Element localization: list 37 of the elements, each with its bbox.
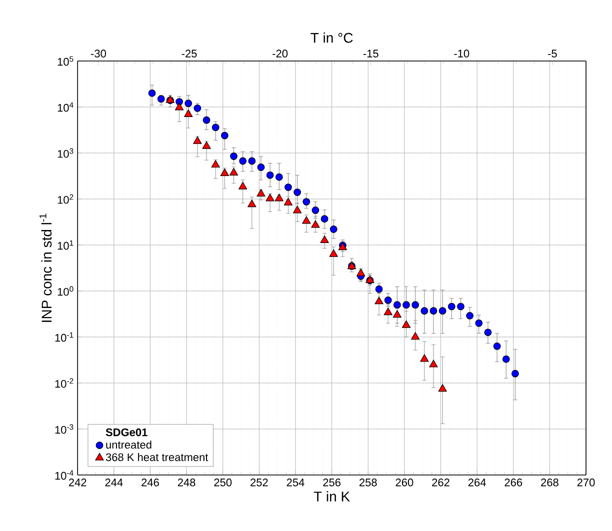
x2-axis-title: T in °C (310, 32, 353, 43)
legend-label: untreated (106, 440, 152, 449)
x-tick-label: 270 (577, 478, 595, 486)
y-tick-label: 10$^{-4}$ (55, 470, 74, 480)
y-tick-label: 10$^{3}$ (58, 148, 74, 158)
x-tick-label: 242 (68, 478, 86, 486)
y-tick-label: 10$^{-1}$ (55, 332, 74, 342)
x-tick-label: 252 (250, 478, 268, 486)
x-tick-label: 244 (105, 478, 123, 486)
x-tick-label: 268 (541, 478, 558, 486)
x2-tick-label: -20 (272, 50, 288, 58)
y-axis-title: INP conc in std l$^{-1}$ (40, 214, 52, 322)
y-tick-label: 10$^{0}$ (58, 286, 74, 296)
x-tick-label: 256 (323, 478, 340, 486)
x-tick-label: 262 (432, 478, 450, 486)
y-tick-label: 10$^{-2}$ (55, 378, 74, 388)
x-tick-label: 254 (286, 478, 304, 486)
y-tick-label: 10$^{-3}$ (55, 424, 74, 434)
y-tick-label: 10$^{2}$ (58, 194, 74, 204)
x2-tick-label: -30 (91, 50, 106, 58)
x-tick-label: 260 (396, 478, 414, 486)
x2-tick-label: -5 (548, 50, 557, 58)
y-tick-label: 10$^{5}$ (58, 56, 74, 66)
x-tick-label: 248 (178, 478, 196, 486)
x2-tick-label: -25 (182, 50, 197, 58)
y-tick-label: 10$^{1}$ (58, 240, 74, 250)
x-tick-label: 258 (359, 478, 377, 486)
x2-tick-label: -15 (363, 50, 378, 58)
x-tick-label: 246 (142, 478, 159, 486)
x2-tick-label: -10 (454, 50, 470, 58)
x-tick-label: 264 (468, 478, 486, 486)
legend-label: 368 K heat treatment (106, 453, 208, 462)
x-tick-label: 266 (504, 478, 522, 486)
x-axis-title: T in K (314, 491, 350, 502)
x-tick-label: 250 (214, 478, 232, 486)
legend-title: SDGe01 (106, 428, 148, 436)
y-tick-label: 10$^{4}$ (58, 102, 74, 112)
